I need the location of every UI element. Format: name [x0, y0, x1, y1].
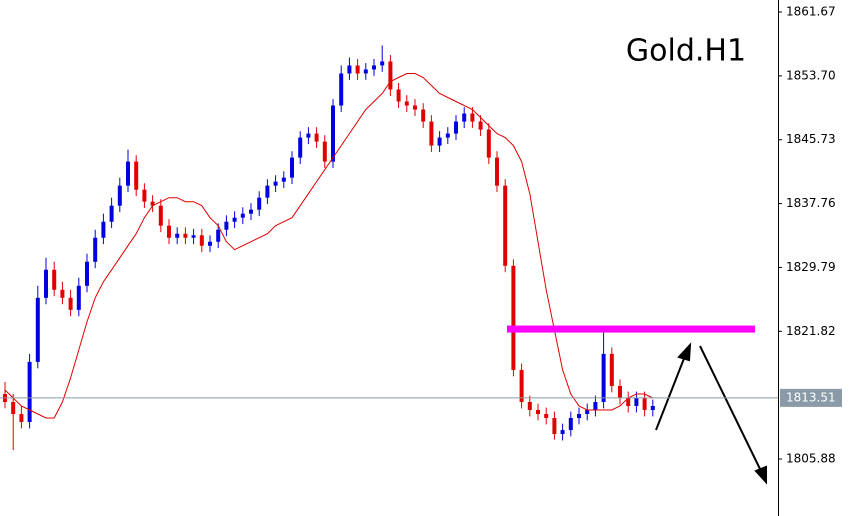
candle-body	[437, 137, 442, 146]
candle-body	[265, 185, 270, 198]
candle-body	[68, 297, 73, 310]
candle-body	[454, 121, 458, 134]
candle-body	[249, 209, 253, 214]
candle-body	[527, 401, 532, 410]
candle-body	[183, 233, 188, 238]
candle-body	[388, 61, 393, 90]
candle-body	[35, 297, 40, 362]
resistance-level	[507, 325, 755, 333]
y-tick-label: 1821.82	[786, 324, 836, 338]
candle-body	[19, 414, 24, 423]
candle-body	[445, 133, 450, 138]
forecast-arrows	[655, 342, 767, 485]
arrow-head	[754, 465, 767, 485]
candle-body	[626, 397, 631, 406]
candle-body	[158, 205, 163, 226]
candle-body	[109, 205, 114, 222]
candle-body	[486, 129, 491, 158]
candle-body	[298, 137, 303, 158]
candle-body	[76, 285, 81, 310]
candle-body	[560, 430, 565, 435]
chart-title: Gold.H1	[626, 34, 746, 69]
candle-body	[363, 69, 368, 74]
candle-body	[167, 225, 171, 238]
candle-body	[273, 181, 278, 186]
candle-body	[536, 409, 540, 415]
arrow-up	[655, 355, 686, 431]
y-tick-label: 1829.79	[786, 260, 836, 274]
y-tick-label: 1845.73	[786, 132, 836, 146]
moving-average	[4, 73, 654, 419]
candle-body	[601, 353, 606, 402]
candle-body	[232, 217, 237, 222]
candle-body	[634, 397, 639, 406]
candle-body	[372, 65, 376, 70]
y-tick-label: 1853.70	[786, 68, 836, 82]
candle-body	[331, 105, 335, 162]
candle-body	[609, 353, 614, 386]
candle-body	[314, 133, 319, 142]
candle-body	[101, 221, 106, 238]
candle-body	[150, 201, 155, 206]
candle-body	[52, 269, 57, 290]
candle-body	[44, 269, 48, 298]
candle-body	[585, 409, 590, 415]
arrow-down	[699, 345, 762, 472]
candle-body	[126, 161, 130, 186]
candle-body	[413, 105, 417, 110]
candle-body	[85, 261, 89, 286]
candle-body	[290, 157, 294, 178]
y-tick-label: 1805.88	[786, 452, 836, 466]
candle-body	[478, 121, 483, 130]
candle-body	[355, 65, 360, 74]
candle-body	[577, 414, 581, 419]
candle-body	[281, 177, 286, 182]
candle-body	[224, 221, 229, 230]
candle-body	[60, 289, 65, 298]
candle-body	[117, 185, 122, 206]
candle-body	[642, 397, 647, 410]
candle-body	[347, 65, 352, 74]
candle-body	[339, 73, 344, 106]
candle-body	[134, 161, 139, 190]
candle-body	[552, 418, 557, 435]
candle-body	[142, 189, 147, 202]
candle-body	[503, 185, 508, 266]
candle-body	[208, 241, 212, 246]
candle-body	[568, 418, 573, 431]
y-tick-label: 1861.67	[786, 5, 836, 19]
candle-body	[519, 369, 524, 402]
candle-body	[421, 109, 426, 122]
last-price-label: 1813.51	[786, 390, 836, 404]
candle-body	[593, 401, 598, 410]
candle-body	[404, 101, 409, 106]
candle-body	[175, 233, 180, 238]
candle-body	[544, 414, 549, 419]
candle-body	[240, 213, 245, 218]
candle-body	[11, 401, 16, 415]
candle-body	[199, 235, 204, 246]
last-price-box	[780, 388, 842, 407]
candle-body	[306, 133, 311, 138]
candle-body	[511, 265, 516, 370]
candle-body	[191, 235, 196, 238]
candle-body	[216, 229, 221, 242]
candle-body	[380, 61, 385, 66]
candle-body	[257, 197, 262, 210]
candle-body	[470, 113, 475, 122]
candle-body	[27, 361, 32, 423]
y-tick-label: 1837.76	[786, 196, 836, 210]
candle-body	[429, 121, 434, 146]
candle-body	[650, 405, 655, 410]
candle-body	[93, 237, 98, 262]
candle-body	[322, 141, 327, 162]
candle-body	[396, 89, 401, 102]
candle-body	[618, 385, 622, 398]
candle-body	[462, 113, 467, 122]
arrow-head	[677, 342, 692, 362]
candle-body	[495, 157, 499, 186]
